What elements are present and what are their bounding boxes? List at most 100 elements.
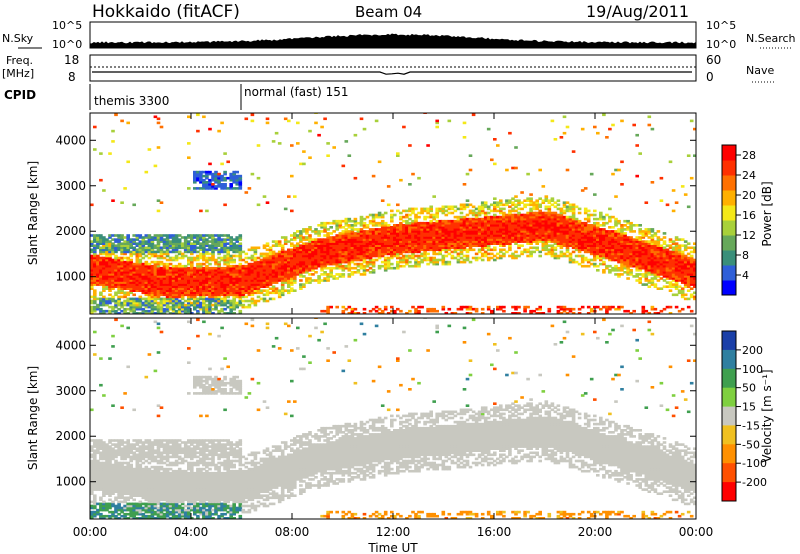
- heatmap-cell: [187, 234, 191, 237]
- heatmap-cell: [202, 185, 206, 188]
- heatmap-cell: [96, 256, 100, 260]
- heatmap-cell: [265, 285, 270, 288]
- heatmap-cell: [311, 230, 315, 233]
- heatmap-cell: [626, 236, 630, 239]
- heatmap-cell: [441, 209, 446, 213]
- heatmap-cell: [177, 303, 182, 307]
- heatmap-cell: [317, 244, 321, 247]
- heatmap-cell: [480, 228, 485, 231]
- heatmap-cell: [274, 252, 279, 256]
- heatmap-cell: [574, 205, 579, 209]
- heatmap-cell: [147, 287, 152, 290]
- heatmap-cell: [156, 199, 161, 202]
- heatmap-cell: [426, 224, 430, 227]
- heatmap-cell: [341, 260, 346, 264]
- heatmap-cell: [520, 250, 524, 254]
- heatmap-cell: [271, 256, 276, 260]
- heatmap-cell: [632, 262, 636, 266]
- heatmap-cell: [608, 240, 612, 243]
- heatmap-cell: [308, 273, 312, 276]
- heatmap-cell: [271, 254, 276, 258]
- heatmap-cell: [283, 262, 288, 266]
- heatmap-cell: [480, 219, 485, 223]
- heatmap-cell: [626, 309, 630, 313]
- heatmap-cell: [123, 287, 127, 290]
- heatmap-cell: [138, 307, 143, 311]
- heatmap-cell: [317, 133, 321, 137]
- heatmap-cell: [399, 246, 403, 250]
- heatmap-cell: [256, 273, 261, 276]
- heatmap-cell: [438, 236, 442, 239]
- heatmap-cell: [247, 266, 252, 270]
- heatmap-cell: [562, 242, 567, 245]
- heatmap-cell: [608, 271, 612, 274]
- freq-trace: [92, 71, 692, 75]
- heatmap-cell: [617, 258, 621, 262]
- heatmap-cell: [202, 250, 206, 254]
- heatmap-cell: [468, 312, 473, 314]
- heatmap-cell: [226, 176, 230, 180]
- heatmap-cell: [565, 307, 570, 311]
- heatmap-cell: [90, 283, 94, 286]
- heatmap-cell: [453, 312, 458, 314]
- heatmap-cell: [250, 293, 255, 297]
- heatmap-cell: [450, 228, 455, 231]
- heatmap-cell: [129, 289, 133, 292]
- heatmap-cell: [599, 246, 603, 250]
- heatmap-cell: [293, 248, 297, 252]
- heatmap-cell: [120, 289, 124, 292]
- heatmap-cell: [199, 281, 203, 284]
- heatmap-cell: [217, 248, 221, 252]
- heatmap-cell: [141, 248, 146, 252]
- heatmap-cell: [153, 297, 158, 301]
- heatmap-cell: [599, 250, 603, 254]
- heatmap-cell: [338, 224, 343, 227]
- heatmap-cell: [156, 275, 161, 278]
- heatmap-cell: [565, 236, 570, 239]
- heatmap-cell: [605, 252, 609, 256]
- heatmap-cell: [296, 271, 300, 274]
- heatmap-cell: [620, 240, 624, 243]
- heatmap-cell: [253, 287, 258, 290]
- heatmap-cell: [238, 312, 243, 314]
- heatmap-cell: [341, 242, 346, 245]
- heatmap-cell: [626, 264, 630, 268]
- heatmap-cell: [456, 246, 461, 250]
- heatmap-cell: [399, 258, 403, 262]
- heatmap-cell: [605, 307, 609, 311]
- heatmap-cell: [420, 230, 424, 233]
- heatmap-cell: [405, 236, 409, 239]
- heatmap-cell: [174, 256, 179, 260]
- heatmap-cell: [565, 240, 570, 243]
- heatmap-cell: [217, 299, 221, 303]
- heatmap-cell: [629, 244, 633, 247]
- heatmap-cell: [614, 217, 618, 221]
- heatmap-cell: [462, 242, 467, 245]
- heatmap-cell: [502, 240, 506, 243]
- heatmap-cell: [317, 250, 321, 254]
- heatmap-cell: [465, 248, 470, 252]
- heatmap-cell: [480, 201, 485, 204]
- heatmap-cell: [174, 287, 179, 290]
- heatmap-cell: [559, 211, 564, 215]
- heatmap-cell: [371, 224, 376, 227]
- heatmap-cell: [290, 275, 294, 278]
- heatmap-cell: [171, 307, 176, 311]
- heatmap-cell: [441, 254, 446, 258]
- heatmap-cell: [502, 221, 506, 225]
- heatmap-cell: [586, 232, 591, 235]
- heatmap-cell: [150, 252, 155, 256]
- heatmap-cell: [362, 224, 367, 227]
- heatmap-cell: [583, 226, 588, 229]
- heatmap-cell: [493, 234, 497, 237]
- heatmap-cell: [153, 283, 158, 286]
- heatmap-cell: [105, 238, 109, 241]
- heatmap-cell: [253, 264, 258, 268]
- heatmap-cell: [593, 254, 597, 258]
- heatmap-cell: [574, 248, 579, 252]
- heatmap-cell: [162, 287, 167, 290]
- heatmap-cell: [314, 256, 318, 260]
- heatmap-cell: [320, 240, 324, 243]
- heatmap-cell: [402, 258, 406, 262]
- heatmap-cell: [341, 254, 346, 258]
